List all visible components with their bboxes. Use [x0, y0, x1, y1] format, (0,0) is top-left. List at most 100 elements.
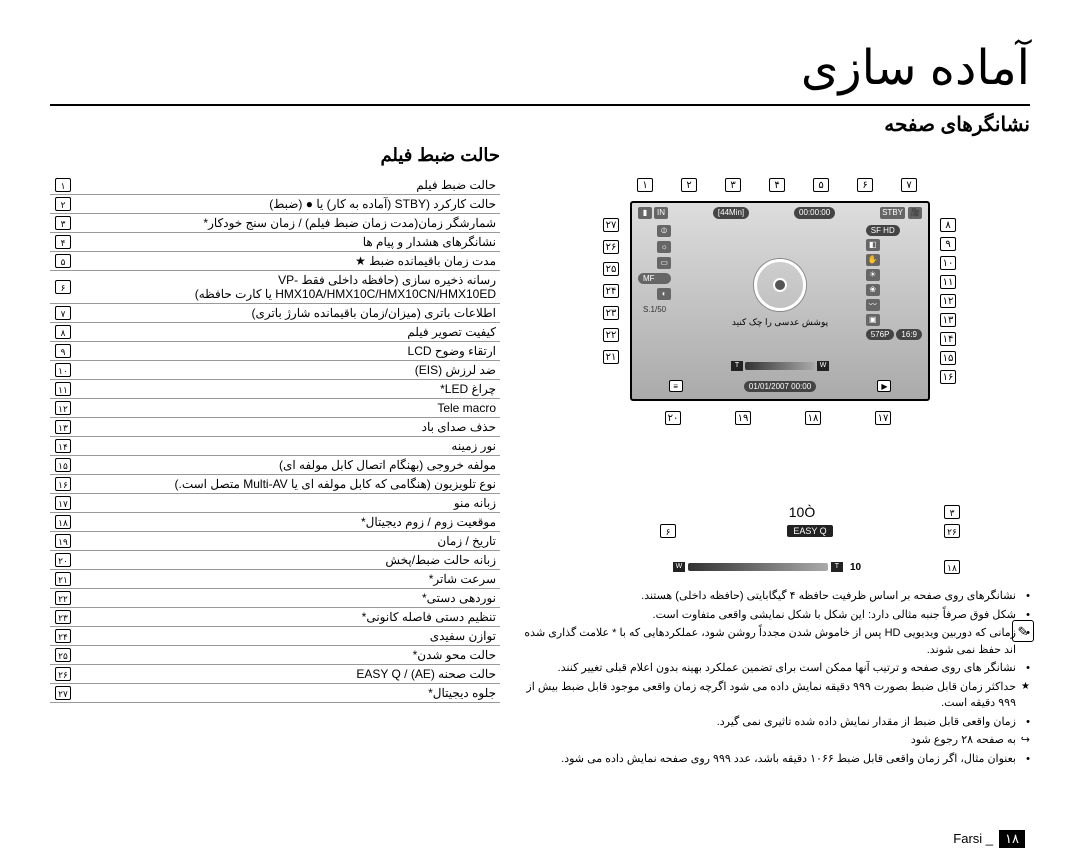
lens-cover-text: پوشش عدسی را چک کنید [732, 317, 828, 328]
legend-row: مدت زمان باقیمانده ضبط ★۵ [50, 252, 500, 271]
callout-num: ٢ [681, 178, 697, 192]
callout-num: ١١ [940, 275, 956, 289]
shutter-speed: S.1/50 [638, 304, 671, 315]
datetime-display: 01/01/2007 00:00 [744, 381, 816, 392]
timer-icon: 10Ò [789, 504, 815, 520]
callout-num: ٧ [901, 178, 917, 192]
effect-icon: ⦶ [657, 225, 671, 237]
note-item: زمان واقعی قابل ضبط از مقدار نمایش داده … [520, 714, 1030, 731]
legend-row: نوردهی دستی*٢٢ [50, 589, 500, 608]
legend-row: ضد لرزش (EIS)١٠ [50, 361, 500, 380]
exposure-icon: ◐ [657, 288, 671, 300]
callout-num: ١۵ [940, 351, 956, 365]
legend-row: Tele macro١٢ [50, 399, 500, 418]
easy-q-label: EASY Q [787, 525, 832, 537]
battery-icon: ▮ [638, 207, 652, 219]
note-item: به صفحه ۲۸ رجوع شود [520, 732, 1030, 749]
legend-row: زبانه حالت ضبط/پخش٢٠ [50, 551, 500, 570]
callout-num: ۶ [857, 178, 873, 192]
callout-3: ٣ [944, 505, 960, 519]
remain-time: [44Min] [713, 207, 749, 219]
legend-row: حالت ضبط فیلم١ [50, 176, 500, 195]
note-item: نشانگرهای روی صفحه بر اساس ظرفیت حافظه ۴… [520, 588, 1030, 605]
zoom-bar: W T [731, 361, 829, 371]
callout-num: ٢١ [603, 350, 619, 364]
callout-26: ٢۶ [944, 524, 960, 538]
legend-row: موقعیت زوم / زوم دیجیتال*١٨ [50, 513, 500, 532]
zoom-row: ١٨ W T 10 [520, 560, 1030, 574]
note-item: زمانی که دوربین ویدیویی HD پس از خاموش ش… [520, 625, 1030, 658]
mf-indicator: MF [638, 273, 671, 284]
backlight-icon: ▣ [866, 314, 880, 326]
lcd-enhance-icon: ◧ [866, 239, 880, 251]
legend-row: نشانگرهای هشدار و پیام ها۴ [50, 233, 500, 252]
callout-num: ۴ [769, 178, 785, 192]
note-item: نشانگر های روی صفحه و ترتیب آنها ممکن اس… [520, 660, 1030, 677]
notes-list: نشانگرهای روی صفحه بر اساس ظرفیت حافظه ۴… [520, 588, 1030, 767]
note-item: بعنوان مثال، اگر زمان واقعی قابل ضبط ١٠۶… [520, 751, 1030, 768]
easy-q-row: ٣ 10Ò ٢۶ EASY Q ۶ [590, 504, 1030, 554]
legend-table: حالت ضبط فیلم١حالت کارکرد (STBY (آماده ب… [50, 176, 500, 703]
callout-num: ١ [637, 178, 653, 192]
storage-icon: IN [654, 207, 668, 219]
legend-row: رسانه ذخیره سازی (حافظه داخلی فقط VP-HMX… [50, 271, 500, 304]
legend-row: سرعت شاتر*٢١ [50, 570, 500, 589]
callout-num: ١۴ [940, 332, 956, 346]
callout-num: ٢٧ [603, 218, 619, 232]
windcut-icon: 〰 [866, 299, 880, 311]
page-footer: Farsi _١٨ [953, 830, 1025, 848]
legend-row: تنظیم دستی فاصله کانونی*٢٣ [50, 608, 500, 627]
note-item: شكل فوق صرفاً جنبه مثالی دارد: این شكل ب… [520, 607, 1030, 624]
legend-row: ارتقاء وضوح LCD٩ [50, 342, 500, 361]
legend-row: تاریخ / زمان١٩ [50, 532, 500, 551]
callout-18: ١٨ [944, 560, 960, 574]
callout-num: ۵ [813, 178, 829, 192]
scene-icon: ☼ [657, 241, 671, 253]
callout-num: ١٩ [735, 411, 751, 425]
callout-num: ٢۶ [603, 240, 619, 254]
legend-row: اطلاعات باتری (میزان/زمان باقیمانده شارژ… [50, 304, 500, 323]
callout-num: ٢۴ [603, 284, 619, 298]
legend-row: حالت کارکرد (STBY (آماده به کار) یا ● (ض… [50, 195, 500, 214]
legend-row: نور زمینه١۴ [50, 437, 500, 456]
lcd-diagram: ١٢٣۴۵۶٧ ٢٧٢۶٢۵٢۴٢٣٢٢٢١٨٩١٠١١١٢١٣١۴١۵١۶٢٠… [555, 176, 995, 496]
legend-row: شمارشگر زمان(مدت زمان ضبط فیلم) / زمان س… [50, 214, 500, 233]
callout-num: ١٣ [940, 313, 956, 327]
legend-row: کیفیت تصویر فیلم٨ [50, 323, 500, 342]
legend-row: جلوه دیجیتال*٢٧ [50, 684, 500, 703]
play-tab-icon: ▶ [877, 380, 891, 392]
legend-row: مولفه خروجی (بهنگام اتصال کابل مولفه ای)… [50, 456, 500, 475]
focus-dot-icon [773, 278, 787, 292]
led-icon: ☀ [866, 269, 880, 281]
legend-row: چراغ LED*١١ [50, 380, 500, 399]
legend-row: حالت محو شدن*٢۵ [50, 646, 500, 665]
legend-row: حذف صدای باد١٣ [50, 418, 500, 437]
menu-tab-icon: ≡ [669, 380, 683, 392]
movie-mode-icon: 🎥 [908, 207, 922, 219]
legend-row: توازن سفیدی٢۴ [50, 627, 500, 646]
legend-row: نوع تلویزیون (هنگامی که کابل مولفه ای یا… [50, 475, 500, 494]
callout-num: ١٧ [875, 411, 891, 425]
quality-indicator: SF HD [866, 225, 900, 236]
callout-num: ٢٣ [603, 306, 619, 320]
callout-num: ٣ [725, 178, 741, 192]
callout-num: ١٨ [805, 411, 821, 425]
callout-num: ٢٢ [603, 328, 619, 342]
subtitle: نشانگرهای صفحه [50, 112, 1030, 137]
macro-icon: ❀ [866, 284, 880, 296]
main-title: آماده سازی [50, 40, 1030, 106]
eis-icon: ✋ [866, 254, 880, 266]
callout-num: ٢۵ [603, 262, 619, 276]
callout-num: ١٢ [940, 294, 956, 308]
callout-num: ٨ [940, 218, 956, 232]
callout-num: ٩ [940, 237, 956, 251]
note-item: حداکثر زمان قابل ضبط بصورت ٩٩٩ دقیقه نما… [520, 679, 1030, 712]
callout-num: ٢٠ [665, 411, 681, 425]
callout-num: ١٠ [940, 256, 956, 270]
callout-6: ۶ [660, 524, 676, 538]
lcd-screen: 🎥 STBY 00:00:00 [44Min] IN ▮ ⦶ [630, 201, 930, 401]
callout-num: ١۶ [940, 370, 956, 384]
legend-row: زبانه منو١٧ [50, 494, 500, 513]
aspect-indicator: 16:9 [896, 329, 922, 340]
time-counter: 00:00:00 [794, 207, 835, 219]
